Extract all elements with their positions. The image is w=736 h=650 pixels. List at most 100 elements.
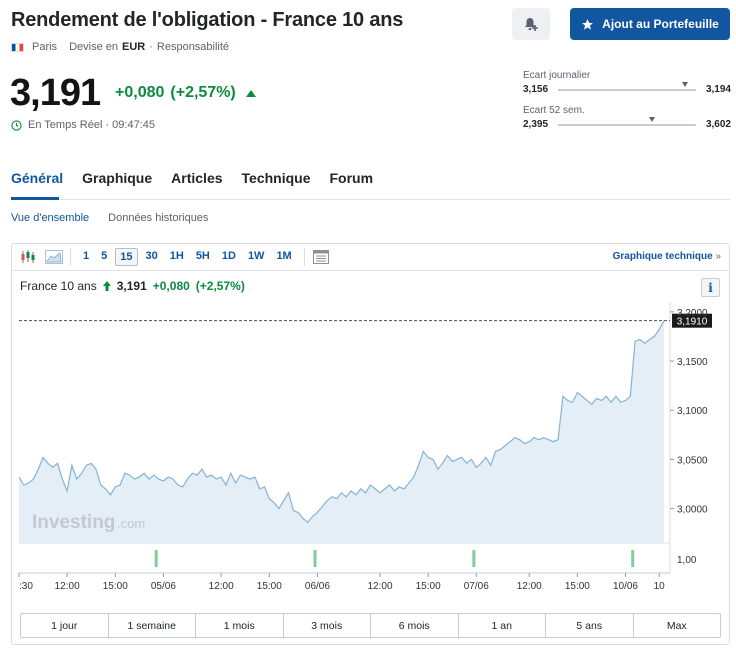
period-button[interactable]: 5 ans <box>546 614 634 637</box>
x-tick-label: 07/06 <box>464 581 489 592</box>
technical-chart-link[interactable]: Graphique technique » <box>613 251 721 262</box>
volume-bar <box>154 550 158 567</box>
x-tick-label: 06/06 <box>305 581 330 592</box>
timeframe-1w[interactable]: 1W <box>247 250 265 262</box>
area-chart-icon[interactable] <box>44 248 64 266</box>
daily-range-bar <box>558 81 696 91</box>
volume-bar <box>631 550 635 567</box>
x-tick-label: :30 <box>19 581 33 592</box>
x-tick-label: 10 <box>654 581 666 592</box>
daily-range-label: Ecart journalier <box>523 70 591 81</box>
chart-change-percent: (+2,57%) <box>195 279 245 293</box>
y-tick-label: 3,2000 <box>677 308 708 319</box>
x-tick-label: 15:00 <box>103 581 128 592</box>
page-title: Rendement de l'obligation - France 10 an… <box>11 9 404 31</box>
daily-low: 3,156 <box>523 84 549 95</box>
timeframe-5[interactable]: 5 <box>101 250 108 262</box>
tab-forum[interactable]: Forum <box>329 170 374 186</box>
investing-watermark-domain: .com <box>117 516 145 531</box>
instrument-meta: Paris Devise en EUR · Responsabilité <box>11 41 229 53</box>
investing-watermark: Investing <box>32 512 115 533</box>
tab-articles[interactable]: Articles <box>171 170 223 186</box>
period-button[interactable]: 1 jour <box>21 614 109 637</box>
chart-change: +0,080 <box>152 279 190 293</box>
period-button[interactable]: 6 mois <box>371 614 459 637</box>
x-tick-label: 12:00 <box>517 581 542 592</box>
meta-dot: · <box>149 41 153 53</box>
tab-technical[interactable]: Technique <box>241 170 311 186</box>
up-arrow-icon <box>245 89 256 97</box>
timeframe-30[interactable]: 30 <box>145 250 158 262</box>
add-portfolio-label: Ajout au Portefeuille <box>602 17 719 31</box>
daily-range-marker <box>681 81 688 87</box>
x-tick-label: 12:00 <box>367 581 392 592</box>
period-button[interactable]: 1 an <box>459 614 546 637</box>
y-tick-label: 3,0000 <box>677 505 708 516</box>
timeframe-15[interactable]: 15 <box>115 248 138 266</box>
week52-range-label: Ecart 52 sem. <box>523 105 585 116</box>
active-tab-indicator <box>11 197 59 200</box>
add-portfolio-button[interactable]: Ajout au Portefeuille <box>570 8 730 40</box>
chart-instrument-name: France 10 ans <box>20 279 97 293</box>
tab-chart[interactable]: Graphique <box>82 170 153 186</box>
up-arrow-icon <box>102 281 111 291</box>
change-value: +0,080 <box>115 84 165 101</box>
timeframe-1h[interactable]: 1H <box>169 250 184 262</box>
period-selector: 1 jour 1 semaine 1 mois 3 mois 6 mois 1 an 5 a… <box>20 613 721 638</box>
tab-general[interactable]: Général <box>11 170 64 186</box>
star-icon <box>582 18 594 30</box>
last-price-tag <box>672 313 712 328</box>
x-tick-label: 15:00 <box>416 581 441 592</box>
period-button[interactable]: 3 mois <box>284 614 371 637</box>
volume-bar <box>472 550 476 567</box>
timeframe-1[interactable]: 1 <box>83 250 90 262</box>
daily-range: Ecart journalier 3,156 3,194 <box>523 70 731 95</box>
week52-range-marker <box>648 116 655 122</box>
chart-toolbar: 1 5 15 30 1H 5H 1D 1W 1M Graphique technique » <box>12 244 729 271</box>
week52-low: 2,395 <box>523 119 549 130</box>
timeframe-5h[interactable]: 5H <box>195 250 210 262</box>
daily-high: 3,194 <box>705 84 731 95</box>
tabs-divider <box>11 199 730 200</box>
week52-high: 3,602 <box>705 119 731 130</box>
realtime-label: En Temps Réel · 09:47:45 <box>28 119 155 131</box>
period-button[interactable]: Max <box>666 619 687 632</box>
price-line <box>18 320 665 524</box>
last-price: 3,191 <box>10 72 101 114</box>
week52-range-bar <box>558 116 696 126</box>
bell-plus-icon <box>525 18 538 31</box>
candlestick-icon[interactable] <box>18 248 38 266</box>
x-tick-label: 15:00 <box>565 581 590 592</box>
x-tick-label: 10/06 <box>613 581 638 592</box>
change-percent: (+2,57%) <box>170 84 236 101</box>
exchange-name: Paris <box>32 41 58 53</box>
subtab-overview[interactable]: Vue d'ensemble <box>11 212 90 224</box>
y-tick-label: 3,1000 <box>677 406 708 417</box>
info-icon[interactable]: i <box>701 278 720 297</box>
double-chevron-right-icon: » <box>715 251 721 262</box>
timeframe-list: 1 5 15 30 1H 5H 1D 1W 1M <box>77 248 298 266</box>
alert-button[interactable] <box>512 8 550 40</box>
clock-icon <box>11 119 22 131</box>
subtab-historical-data[interactable]: Données historiques <box>108 212 209 224</box>
timeframe-1m[interactable]: 1M <box>276 250 292 262</box>
volume-bar <box>313 550 317 567</box>
sub-tabs: Vue d'ensemble Données historiques <box>11 212 208 224</box>
realtime-status: En Temps Réel · 09:47:45 <box>11 119 155 131</box>
timeframe-1d[interactable]: 1D <box>221 250 236 262</box>
x-tick-label: 15:00 <box>257 581 282 592</box>
last-price-label: 3,1910 <box>677 317 708 328</box>
period-button[interactable]: 1 semaine <box>109 614 196 637</box>
france-flag-icon <box>11 42 24 52</box>
period-button[interactable]: 1 mois <box>196 614 284 637</box>
chart-widget: 1 5 15 30 1H 5H 1D 1W 1M Graphique technique » F… <box>11 243 730 645</box>
currency-value: EUR <box>121 41 146 53</box>
price-area <box>19 320 664 543</box>
chart-price: 3,191 <box>116 279 147 293</box>
technical-chart-label: Graphique technique <box>612 251 713 262</box>
table-view-icon[interactable] <box>311 248 331 266</box>
chart-quote-line: France 10 ans 3,191 +0,080 (+2,57%) <box>20 279 245 293</box>
week52-range: Ecart 52 sem. 2,395 3,602 <box>523 105 731 130</box>
responsibility-link[interactable]: Responsabilité <box>156 41 230 53</box>
